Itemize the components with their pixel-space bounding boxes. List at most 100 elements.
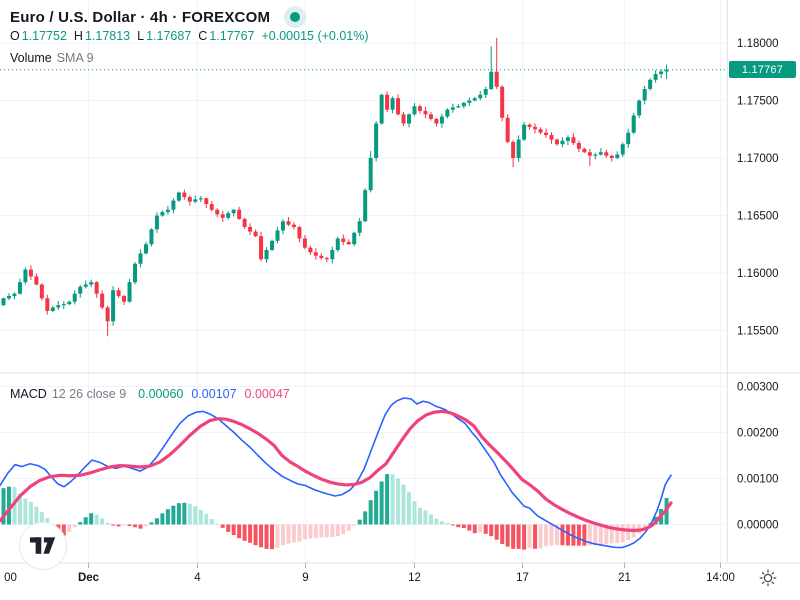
market-status-icon[interactable]	[284, 6, 307, 28]
candle-body	[187, 197, 192, 202]
candle-body	[357, 221, 362, 233]
macd-hist-bar	[231, 524, 236, 536]
macd-hist-bar	[286, 524, 291, 544]
candle-body	[494, 71, 499, 87]
candle-body	[198, 198, 203, 200]
low-label: L	[137, 29, 145, 43]
macd-hist-bar	[198, 509, 203, 525]
macd-tick-label: 0.00300	[737, 382, 779, 394]
macd-hist-bar	[280, 524, 285, 546]
symbol-header[interactable]: Euro / U.S. Dollar · 4h · FOREXCOM	[10, 6, 307, 28]
candle-body	[439, 116, 444, 124]
candle-body	[149, 229, 154, 245]
candle-body	[560, 140, 565, 145]
macd-hist-bar	[182, 502, 187, 525]
macd-hist-bar	[390, 474, 395, 525]
macd-hist-bar	[6, 486, 11, 525]
macd-hist-bar	[193, 506, 198, 525]
session-settings-button[interactable]	[756, 566, 780, 590]
candle-body	[39, 284, 44, 299]
macd-hist-bar	[209, 519, 214, 525]
macd-hist-bar	[248, 524, 253, 543]
candle-body	[297, 227, 302, 239]
candle-body	[253, 231, 258, 237]
macd-hist-bar	[544, 524, 549, 547]
candle-body	[34, 276, 39, 285]
macd-hist-bar	[368, 500, 373, 525]
candle-body	[374, 123, 379, 158]
macd-hist-bar	[478, 524, 483, 533]
macd-hist-bar	[297, 524, 302, 542]
macd-hist-bar	[401, 484, 406, 525]
macd-hist-bar	[456, 524, 461, 528]
candle-body	[467, 100, 472, 103]
macd-line	[0, 397, 672, 549]
macd-hist-bar	[385, 474, 390, 525]
pane-separators	[0, 0, 800, 564]
candle-body	[385, 94, 390, 110]
macd-hist-value: 0.00060	[138, 387, 184, 401]
candle-body	[275, 230, 280, 241]
tradingview-logo[interactable]	[19, 522, 67, 570]
macd-hist-bar	[445, 523, 450, 525]
time-scale[interactable]	[0, 563, 800, 600]
macd-hist-bar	[560, 524, 565, 546]
price-tick-label: 1.17500	[737, 96, 779, 108]
candle-body	[23, 269, 28, 283]
volume-indicator-legend[interactable]: Volume SMA 9	[10, 51, 94, 65]
candle-body	[302, 238, 307, 248]
candle-body	[450, 107, 455, 110]
candle-body	[401, 114, 406, 124]
price-tick-label: 1.17000	[737, 153, 779, 165]
market-open-dot	[290, 12, 301, 22]
candle-body	[248, 227, 253, 232]
price-tick-label: 1.16500	[737, 211, 779, 223]
ohlc-row: O 1.17752 H 1.17813 L 1.17687 C 1.17767 +0.0…	[10, 29, 369, 43]
macd-hist-bar	[17, 493, 22, 525]
macd-hist-bar	[407, 492, 412, 525]
macd-hist-bar	[489, 524, 494, 537]
macd-hist-bar	[335, 524, 340, 537]
macd-hist-bar	[576, 524, 581, 546]
macd-hist-bar	[291, 524, 296, 543]
price-scale[interactable]	[727, 0, 800, 563]
macd-hist-bar	[396, 478, 401, 525]
time-tick-label: 9	[302, 572, 308, 584]
macd-hist-bar	[346, 524, 351, 531]
candle-body	[368, 158, 373, 191]
macd-label: MACD	[10, 387, 47, 401]
candle-body	[264, 250, 269, 260]
macd-hist-bar	[116, 524, 121, 527]
macd-hist-bar	[412, 501, 417, 525]
candle-body	[428, 114, 433, 119]
candle-body	[133, 263, 138, 283]
candle-body	[417, 106, 422, 111]
macd-hist-bar	[598, 524, 603, 545]
macd-hist-bar	[357, 519, 362, 525]
macd-indicator-legend[interactable]: MACD 12 26 close 9 0.00060 0.00107 0.000…	[10, 387, 290, 401]
candle-body	[659, 71, 664, 75]
macd-hist-bar	[494, 524, 499, 540]
candle-body	[242, 218, 247, 227]
candle-body	[522, 124, 527, 140]
candle-body	[324, 258, 329, 260]
macd-hist-bar	[626, 524, 631, 541]
candle-body	[226, 213, 231, 218]
macd-hist-bar	[604, 524, 609, 544]
macd-hist-bar	[204, 513, 209, 525]
candles-layer	[1, 37, 669, 337]
macd-hist-bar	[72, 524, 77, 528]
candle-body	[154, 215, 159, 230]
macd-hist-bar	[549, 524, 554, 546]
macd-hist-bar	[522, 524, 527, 550]
macd-hist-bar	[302, 524, 307, 540]
candle-body	[45, 298, 50, 311]
high-value: 1.17813	[84, 29, 131, 43]
volume-params: SMA 9	[56, 51, 94, 65]
candle-body	[626, 132, 631, 145]
candle-body	[209, 204, 214, 210]
macd-hist-bar	[237, 524, 242, 539]
time-tick-label: 21	[618, 572, 631, 584]
